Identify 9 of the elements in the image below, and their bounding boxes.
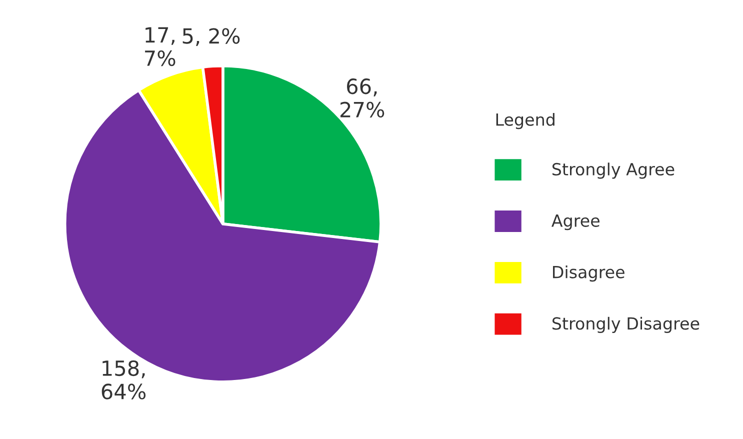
data-label: 66, 27% [340,78,384,118]
legend-title: Legend [496,112,554,130]
legend-label: Strongly Agree [552,162,674,179]
data-label: 158, 64% [102,360,146,400]
legend-label: Disagree [553,265,624,282]
data-label: 17, 7% [145,27,176,66]
legend-label: Strongly Disagree [552,316,700,334]
legend-label: Agree [552,214,600,230]
data-label: 5, 2% [182,28,240,46]
